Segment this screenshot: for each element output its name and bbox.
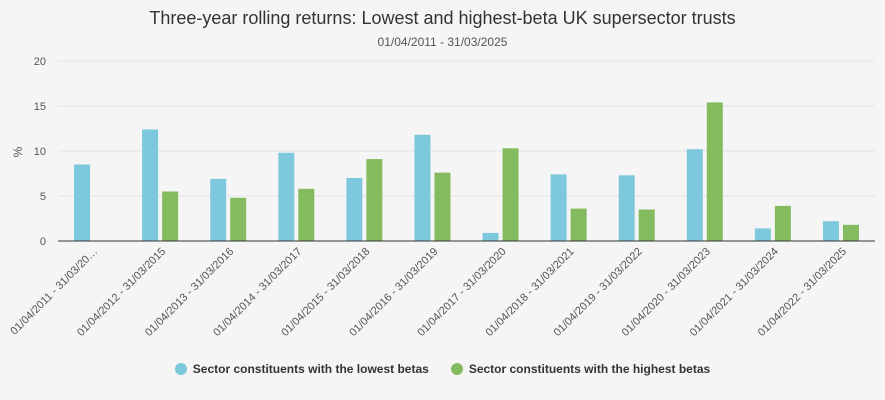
bar-series-0[interactable] — [686, 149, 703, 241]
bar-series-1[interactable] — [298, 188, 315, 241]
bar-series-1[interactable] — [638, 209, 655, 242]
legend: Sector constituents with the lowest beta… — [0, 362, 885, 376]
bar-series-1[interactable] — [434, 172, 451, 241]
bar-series-0[interactable] — [754, 228, 771, 241]
legend-item-highest-betas[interactable]: Sector constituents with the highest bet… — [450, 362, 711, 376]
bar-series-0[interactable] — [822, 221, 839, 241]
bar-series-1[interactable] — [706, 102, 723, 242]
bar-series-1[interactable] — [366, 159, 383, 241]
bar-series-0[interactable] — [414, 134, 431, 241]
bar-series-1[interactable] — [774, 205, 791, 241]
bar-series-1[interactable] — [502, 148, 519, 241]
bar-series-0[interactable] — [550, 174, 567, 241]
bar-series-0[interactable] — [210, 178, 227, 241]
bar-series-0[interactable] — [278, 152, 295, 241]
y-tick-label: 5 — [40, 191, 46, 203]
legend-label-lowest-betas: Sector constituents with the lowest beta… — [192, 362, 429, 376]
y-tick-label: 10 — [34, 146, 46, 158]
bar-series-0[interactable] — [74, 164, 91, 242]
y-tick-label: 20 — [34, 56, 46, 68]
bars — [74, 102, 859, 242]
chart-subtitle: 01/04/2011 - 31/03/2025 — [377, 35, 508, 49]
y-tick-label: 15 — [34, 101, 46, 113]
legend-swatch-lowest-betas — [174, 363, 187, 375]
bar-series-1[interactable] — [230, 197, 247, 241]
legend-item-lowest-betas[interactable]: Sector constituents with the lowest beta… — [174, 362, 429, 376]
y-axis-ticks: 0 5 10 15 20 — [34, 56, 46, 248]
y-tick-label: 0 — [40, 236, 46, 248]
x-axis-ticks: 01/04/2011 - 31/03/20…01/04/2012 - 31/03… — [8, 246, 849, 339]
y-axis-label: % — [11, 146, 25, 157]
gridlines — [58, 60, 875, 197]
bar-series-0[interactable] — [482, 232, 499, 241]
bar-series-1[interactable] — [162, 191, 179, 242]
bar-series-0[interactable] — [142, 129, 159, 241]
bar-series-1[interactable] — [842, 224, 859, 241]
legend-swatch-highest-betas — [450, 363, 463, 375]
bar-series-1[interactable] — [570, 208, 587, 241]
bar-series-0[interactable] — [618, 175, 635, 241]
legend-label-highest-betas: Sector constituents with the highest bet… — [468, 362, 711, 376]
chart-title: Three-year rolling returns: Lowest and h… — [149, 8, 736, 28]
bar-series-0[interactable] — [346, 178, 363, 241]
